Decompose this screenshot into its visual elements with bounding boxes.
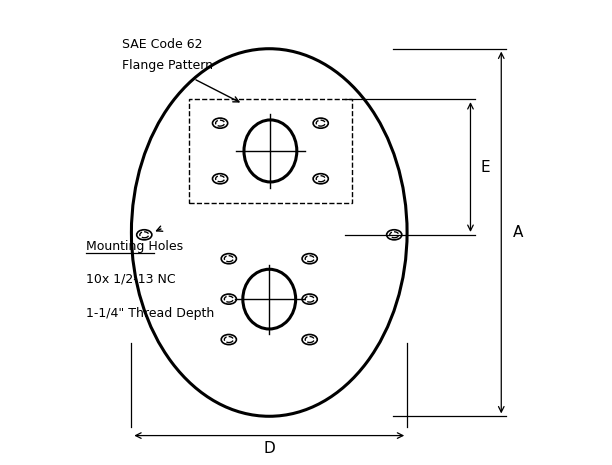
Bar [189, 99, 352, 203]
Text: 10x 1/2-13 NC: 10x 1/2-13 NC [86, 272, 176, 286]
Text: Mounting Holes: Mounting Holes [86, 240, 184, 253]
Text: 1-1/4" Thread Depth: 1-1/4" Thread Depth [86, 307, 215, 320]
Text: Flange Pattern: Flange Pattern [122, 59, 213, 72]
Text: A: A [513, 225, 523, 240]
Text: E: E [480, 159, 490, 174]
Text: SAE Code 62: SAE Code 62 [122, 38, 203, 51]
Text: D: D [263, 441, 275, 456]
